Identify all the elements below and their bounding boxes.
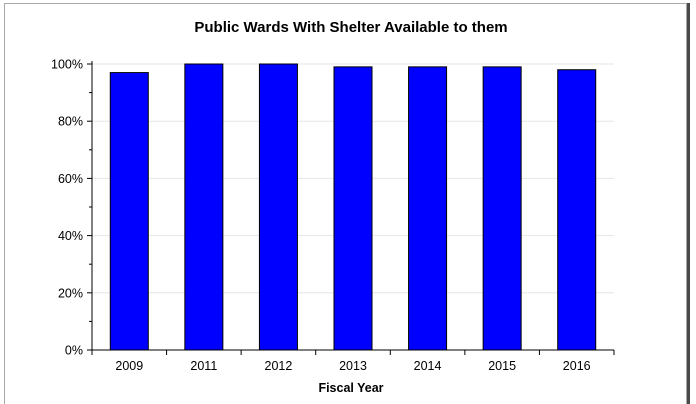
bar-2012 [258, 63, 298, 351]
x-tick-label: 2009 [115, 359, 143, 373]
bar-2011 [184, 63, 224, 351]
y-tick-label: 80% [58, 115, 83, 129]
chart-frame [4, 3, 687, 404]
y-tick-label: 0% [65, 344, 83, 358]
bar-2013 [333, 66, 373, 351]
y-tick-label: 40% [58, 229, 83, 243]
x-tick-label: 2016 [563, 359, 591, 373]
y-tick-label: 100% [51, 58, 83, 72]
chart-title: Public Wards With Shelter Available to t… [194, 19, 507, 36]
bar-2015 [482, 66, 522, 351]
bar-2014 [408, 66, 448, 351]
x-tick-label: 2012 [265, 359, 293, 373]
x-axis-title: Fiscal Year [318, 381, 383, 395]
bars [109, 63, 597, 351]
bar-2009 [109, 72, 149, 351]
axes [87, 61, 615, 355]
x-tick-label: 2011 [190, 359, 217, 373]
y-axis-tick-labels: 0% 20% 40% 60% 80% 100% [51, 58, 83, 358]
x-axis-tick-labels: 2009 2011 2012 2013 2014 2015 2016 [115, 359, 590, 373]
y-tick-label: 60% [58, 172, 83, 186]
x-tick-label: 2015 [488, 359, 516, 373]
x-tick-label: 2013 [339, 359, 367, 373]
y-tick-label: 20% [58, 286, 83, 300]
bar-2016 [557, 69, 597, 351]
x-tick-label: 2014 [414, 359, 442, 373]
